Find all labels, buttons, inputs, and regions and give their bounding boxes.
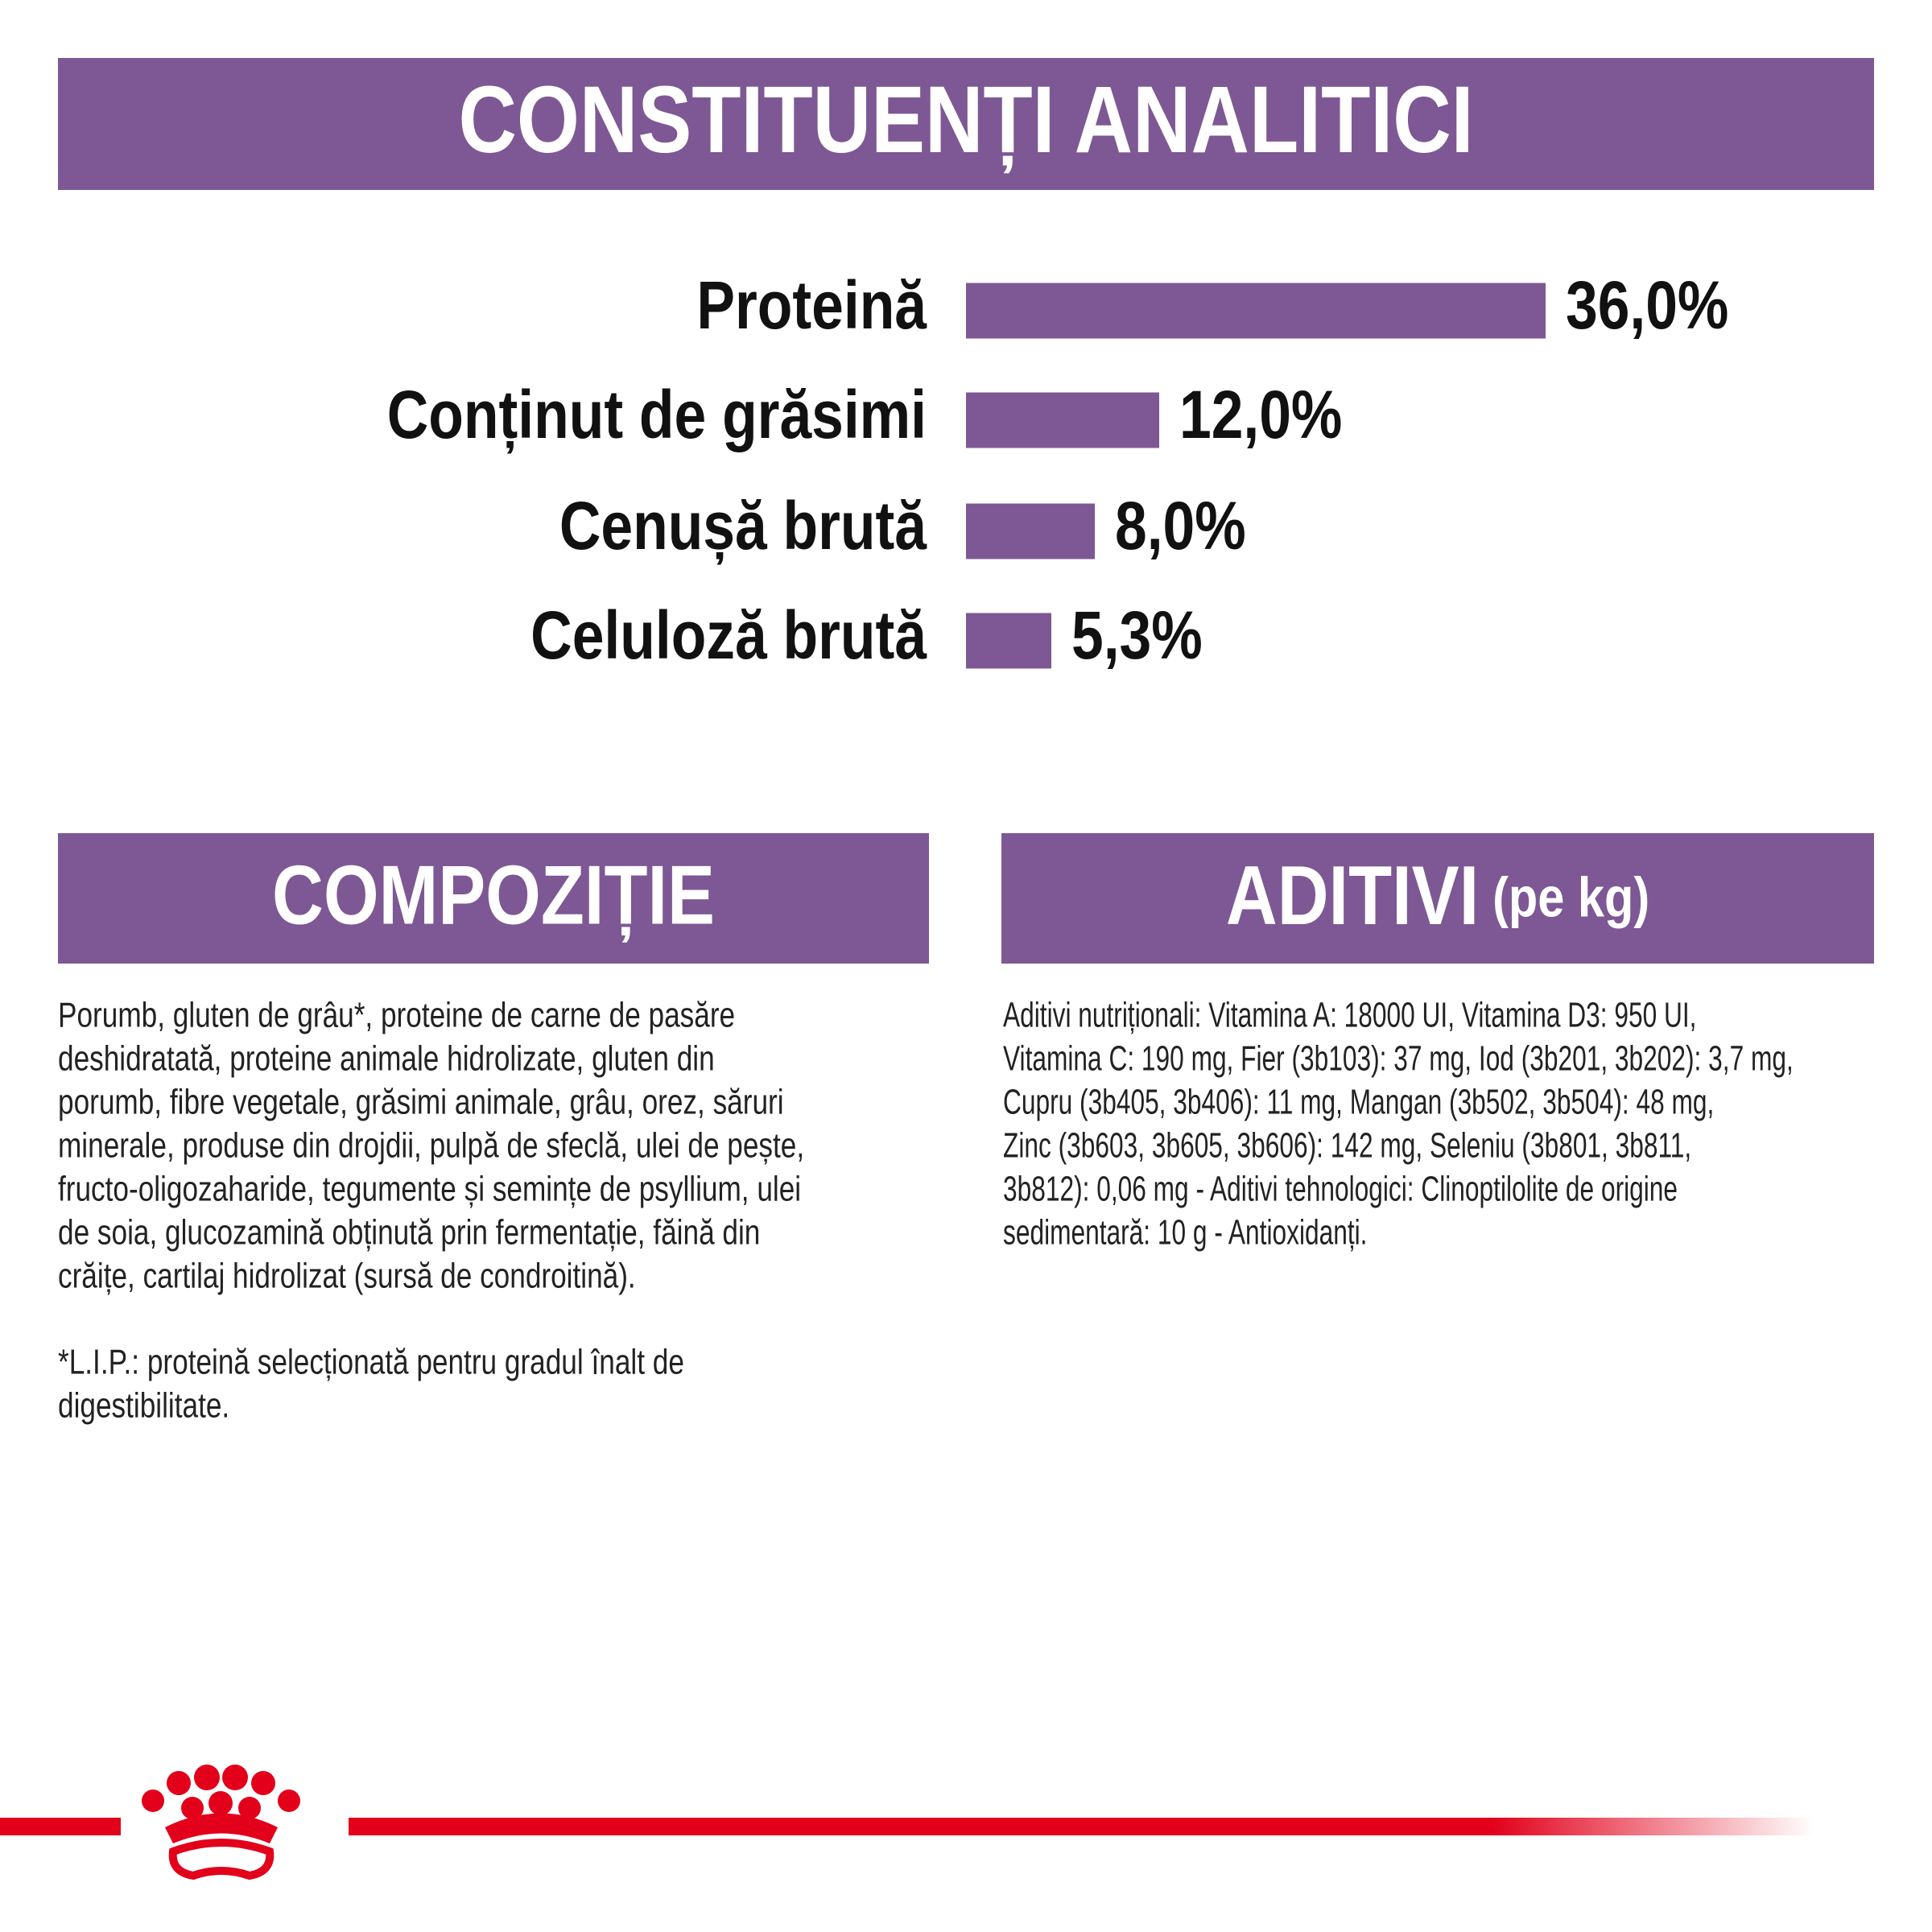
- category-label: Cenușă brută: [559, 488, 927, 566]
- body-line: fructo-oligozaharide, tegumente și semin…: [58, 1170, 801, 1209]
- body-line: 3b812): 0,06 mg - Aditivi tehnologici: C…: [1003, 1170, 1678, 1209]
- body-line: deshidratată, proteine animale hidroliza…: [58, 1039, 715, 1079]
- body-line: Cupru (3b405, 3b406): 11 mg, Mangan (3b5…: [1003, 1083, 1714, 1122]
- body-line: sedimentară: 10 g - Antioxidanți.: [1003, 1213, 1367, 1253]
- value-label: 5,3%: [1071, 597, 1203, 674]
- body-line: Aditivi nutriționali: Vitamina A: 18000 …: [1003, 996, 1696, 1035]
- category-label: Proteină: [696, 267, 927, 344]
- body-line: *L.I.P.: proteină selecționată pentru gr…: [58, 1343, 684, 1382]
- additives-title-main: ADITIVI: [1226, 849, 1479, 942]
- body-line: de soia, glucozamină obținută prin ferme…: [58, 1213, 760, 1253]
- value-label: 8,0%: [1115, 488, 1246, 564]
- bar: [966, 613, 1051, 669]
- chart-title: CONSTITUENȚI ANALITICI: [458, 68, 1473, 173]
- body-line: Porumb, gluten de grâu*, proteine de car…: [58, 996, 735, 1035]
- additives-banner: [1001, 833, 1874, 964]
- body-line: crăițe, cartilaj hidrolizat (sursă de co…: [58, 1257, 636, 1296]
- value-label: 36,0%: [1566, 267, 1728, 344]
- bar: [966, 283, 1546, 339]
- category-label: Conținut de grăsimi: [387, 377, 927, 455]
- composition-title: COMPOZIȚIE: [272, 849, 715, 942]
- additives-subtitle: (pe kg): [1492, 865, 1649, 929]
- value-label: 12,0%: [1179, 377, 1342, 453]
- category-label: Celuloză brută: [530, 597, 927, 674]
- title-banner: [58, 58, 1874, 190]
- body-line: porumb, fibre vegetale, grăsimi animale,…: [58, 1083, 784, 1122]
- bar: [966, 503, 1095, 559]
- body-line: digestibilitate.: [58, 1386, 229, 1426]
- body-line: Zinc (3b603, 3b605, 3b606): 142 mg, Sele…: [1003, 1126, 1691, 1166]
- body-line: minerale, produse din drojdii, pulpă de …: [58, 1126, 804, 1166]
- body-line: Vitamina C: 190 mg, Fier (3b103): 37 mg,…: [1003, 1039, 1794, 1079]
- composition-banner: [58, 833, 929, 964]
- brand-logo: [0, 1765, 1814, 1880]
- additives-title: ADITIVI (pe kg): [1226, 849, 1649, 942]
- bar: [966, 392, 1159, 448]
